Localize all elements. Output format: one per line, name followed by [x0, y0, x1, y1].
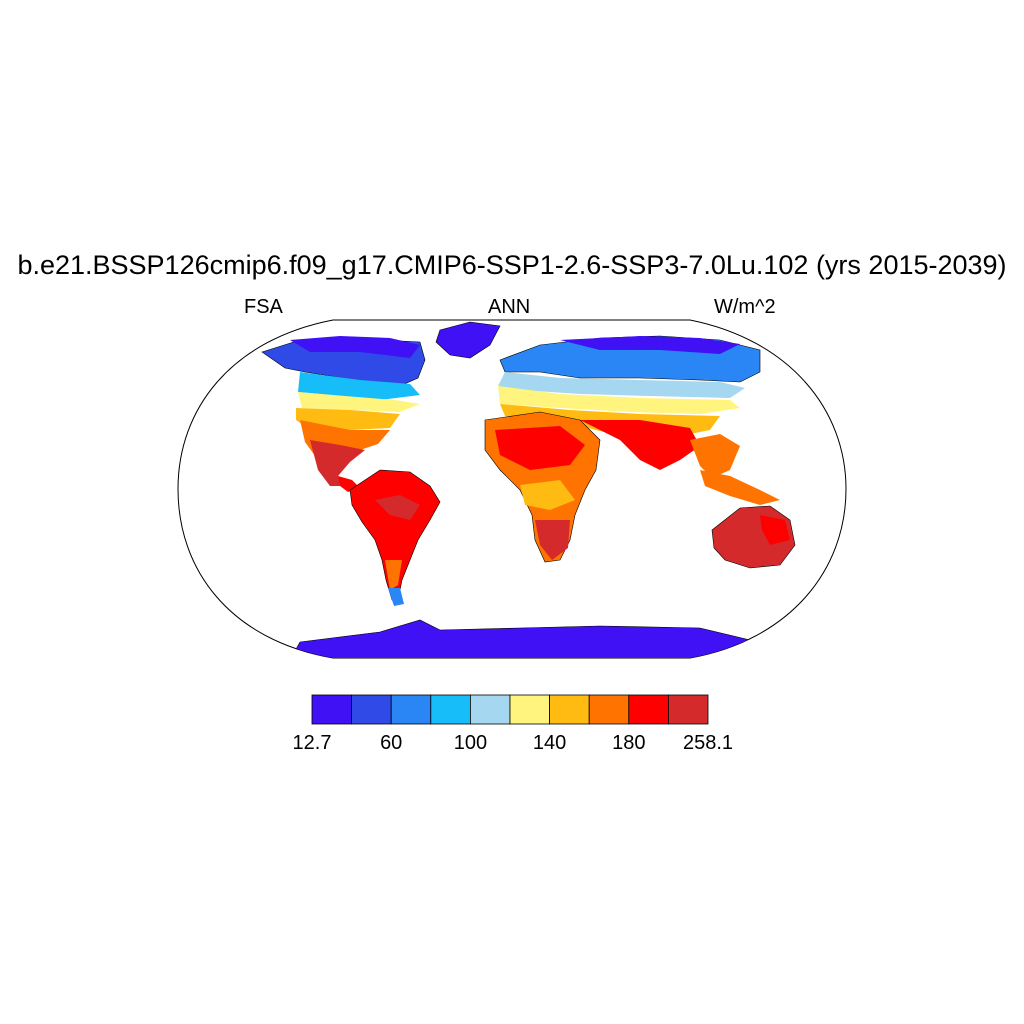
colorbar [311, 694, 709, 725]
colorbar-tick-label: 60 [380, 732, 403, 754]
colorbar-swatch [628, 694, 669, 725]
africa [484, 411, 601, 563]
map-title: b.e21.BSSP126cmip6.f09_g17.CMIP6-SSP1-2.… [17, 250, 1007, 280]
australia [711, 505, 796, 569]
north-america [261, 336, 426, 492]
season-label: ANN [488, 296, 531, 318]
colorbar-swatch [588, 694, 630, 725]
colorbar-swatch [509, 694, 550, 725]
greenland [435, 321, 501, 359]
colorbar-swatch [549, 694, 590, 725]
colorbar-tick-label: 12.7 [292, 732, 332, 754]
colorbar-swatch [668, 694, 709, 725]
colorbar-swatch [430, 694, 471, 725]
colorbar-tick-label: 100 [453, 732, 488, 754]
south-america [349, 469, 441, 606]
eurasia [498, 335, 780, 505]
colorbar-swatch [351, 694, 392, 725]
colorbar-swatch [469, 694, 511, 725]
colorbar-swatch [311, 694, 352, 725]
colorbar-tick-label: 140 [532, 732, 567, 754]
antarctica [289, 619, 761, 658]
colorbar-tick-label: 258.1 [682, 732, 734, 754]
variable-label: FSA [244, 296, 283, 318]
units-label: W/m^2 [714, 296, 776, 318]
colorbar-swatch [390, 694, 432, 725]
colorbar-tick-label: 180 [612, 732, 646, 754]
